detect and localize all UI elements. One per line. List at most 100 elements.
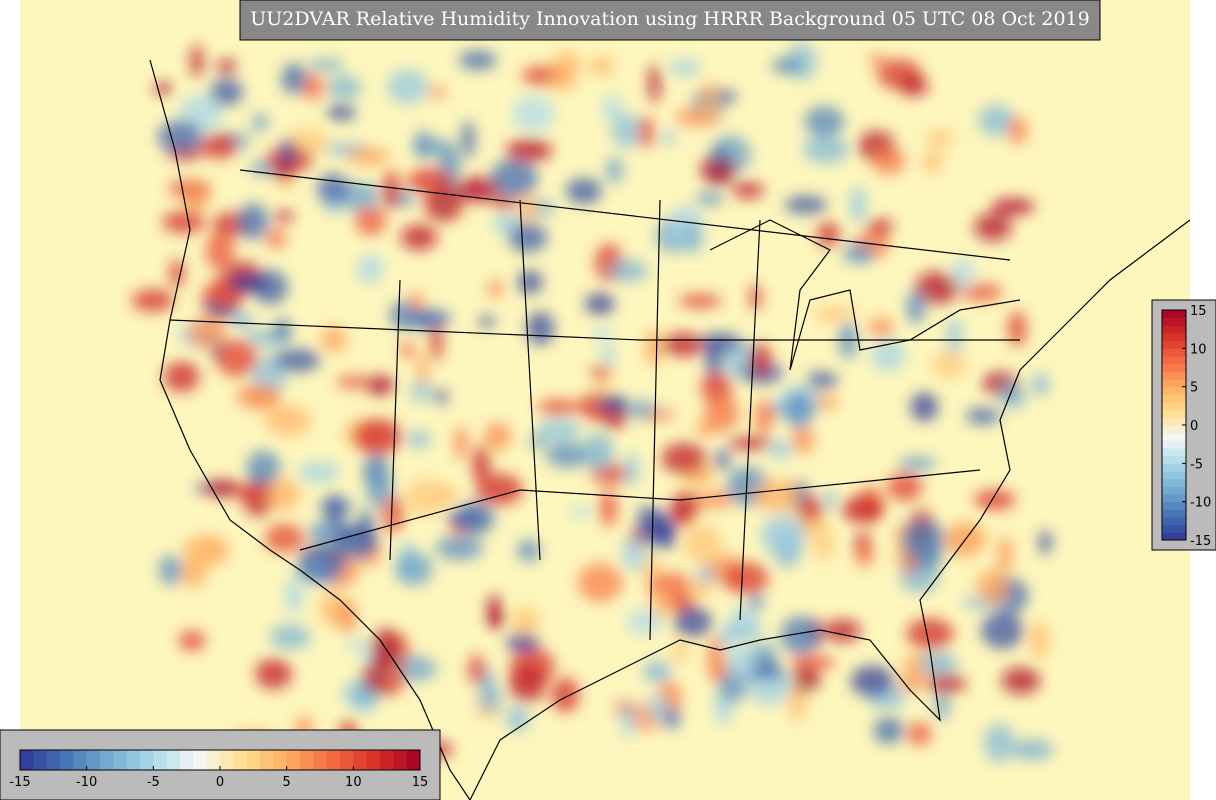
humidity-blob	[951, 258, 975, 289]
humidity-blob	[163, 361, 200, 393]
humidity-blob	[900, 75, 929, 97]
colorbar-step	[1162, 517, 1186, 526]
humidity-blob	[806, 371, 838, 390]
humidity-blob	[645, 329, 663, 366]
humidity-blob	[537, 399, 581, 416]
humidity-blob	[787, 683, 808, 722]
humidity-blob	[302, 73, 325, 101]
humidity-blob	[599, 489, 618, 527]
humidity-blob	[841, 496, 884, 524]
colorbar-step	[286, 750, 301, 770]
colorbar-step	[406, 750, 421, 770]
west-coast	[149, 59, 471, 800]
humidity-blob	[266, 228, 286, 249]
colorbar-step	[1162, 432, 1186, 441]
humidity-blob	[326, 104, 356, 121]
humidity-blob	[901, 520, 946, 558]
humidity-blob	[265, 478, 301, 511]
humidity-blob	[997, 536, 1013, 574]
colorbar-step	[1162, 471, 1186, 480]
humidity-blob	[610, 113, 644, 148]
humidity-blob	[850, 665, 894, 697]
humidity-blob	[468, 654, 485, 685]
colorbar-step	[246, 750, 261, 770]
boundaries	[149, 59, 1190, 800]
colorbar-step	[20, 750, 34, 770]
colorbar-tick-label: -10	[1190, 496, 1211, 511]
colorbar-step	[1162, 478, 1186, 487]
colorbar-step	[1162, 417, 1186, 426]
colorbar-step	[1162, 340, 1186, 349]
humidity-blob	[754, 399, 773, 435]
humidity-blob	[511, 606, 540, 635]
humidity-blob	[446, 510, 483, 527]
colorbar-step	[260, 750, 274, 770]
humidity-blob	[366, 469, 394, 509]
colorbar-tick-label: -15	[1190, 534, 1211, 549]
colorbar-step	[193, 750, 208, 770]
humidity-blob	[216, 58, 236, 75]
humidity-blob	[593, 381, 612, 396]
colorbar-step	[1162, 440, 1186, 449]
humidity-blob	[284, 577, 304, 614]
humidity-blob	[926, 129, 954, 146]
humidity-blob	[407, 429, 431, 449]
humidity-blob	[273, 162, 296, 181]
humidity-blob	[1010, 739, 1054, 760]
colorbar-step	[300, 750, 314, 770]
humidity-blob	[505, 705, 530, 732]
colorbar-tick-label: 10	[345, 775, 362, 790]
humidity-blob	[625, 400, 657, 419]
humidity-blob	[695, 420, 717, 438]
humidity-blob	[935, 691, 950, 721]
colorbar-step	[1162, 310, 1186, 319]
humidity-blob	[910, 392, 939, 422]
title-box	[239, 0, 1101, 41]
colorbar-tick-label: 5	[1190, 381, 1198, 396]
humidity-blob	[784, 195, 828, 214]
humidity-blob	[320, 326, 348, 353]
humidity-blob	[517, 539, 541, 563]
humidity-blob	[1038, 530, 1052, 555]
humidity-blob	[983, 722, 1015, 763]
humidity-blob	[347, 638, 369, 653]
humidity-blob	[335, 375, 371, 389]
humidity-blob	[623, 453, 641, 486]
humidity-blob	[696, 191, 724, 206]
humidity-blob	[455, 176, 500, 203]
humidity-blob	[643, 660, 671, 684]
colorbar-step	[1162, 394, 1186, 403]
humidity-blob	[647, 694, 669, 723]
humidity-blob	[780, 616, 821, 655]
humidity-blob	[660, 131, 676, 145]
humidity-blob	[357, 254, 384, 284]
colorbar-step	[313, 750, 328, 770]
colorbar-step	[380, 750, 394, 770]
humidity-blob	[800, 495, 822, 523]
humidity-blob	[701, 153, 736, 186]
colorbar-step	[1162, 363, 1186, 372]
humidity-blob	[749, 642, 779, 655]
colorbar-step	[1162, 463, 1186, 472]
humidity-blob	[571, 505, 592, 519]
humidity-blob	[273, 348, 321, 372]
colorbar-step	[100, 750, 114, 770]
humidity-blob	[684, 524, 722, 565]
humidity-blob	[791, 426, 815, 454]
colorbar-tick-label: 15	[1190, 304, 1207, 319]
humidity-blob	[723, 562, 769, 595]
humidity-blob	[487, 279, 503, 299]
colorbar-step	[86, 750, 101, 770]
humidity-blob	[526, 311, 555, 345]
colorbar-step	[1162, 532, 1186, 541]
colorbar-step	[33, 750, 48, 770]
colorbar-step	[1162, 333, 1186, 342]
colorbar-step	[1162, 371, 1186, 380]
humidity-blob	[976, 569, 1009, 606]
humidity-blob	[435, 485, 459, 503]
humidity-blob	[158, 554, 182, 586]
colorbar-step	[1162, 402, 1186, 411]
humidity-blob	[281, 63, 308, 95]
humidity-blob	[825, 306, 858, 319]
